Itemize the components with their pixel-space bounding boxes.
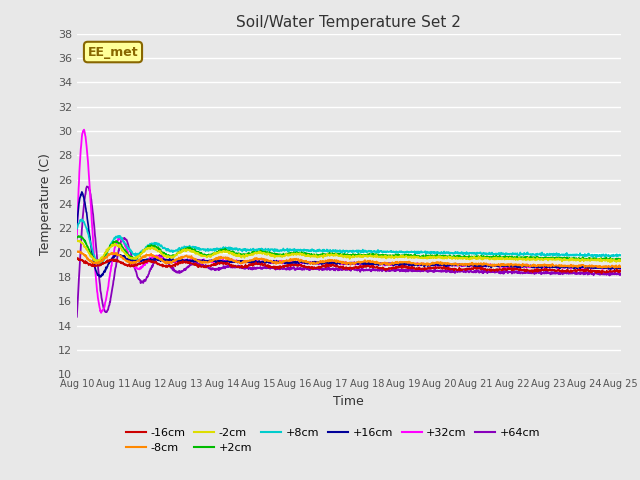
-16cm [115,259,123,265]
+64cm [83,183,91,189]
-8cm [316,260,323,265]
+32cm [326,260,333,266]
+8cm [73,225,81,231]
+2cm [383,252,391,258]
-16cm [383,266,390,272]
+16cm [617,264,625,270]
Line: -8cm: -8cm [77,252,621,268]
+16cm [383,262,391,267]
+32cm [116,236,124,242]
+8cm [116,234,124,240]
+16cm [326,260,333,266]
Line: +16cm: +16cm [77,192,621,277]
-8cm [304,259,312,264]
+64cm [316,267,323,273]
+64cm [617,271,625,277]
+32cm [138,264,146,269]
Y-axis label: Temperature (C): Temperature (C) [39,153,52,255]
+16cm [78,189,86,195]
Line: +8cm: +8cm [77,219,621,265]
-8cm [325,257,333,263]
-16cm [316,265,323,271]
+8cm [138,250,146,255]
+8cm [305,247,312,253]
-2cm [606,259,614,265]
+16cm [116,252,124,258]
+32cm [305,260,312,266]
+64cm [383,268,390,274]
-16cm [74,255,82,261]
+32cm [383,261,391,267]
-2cm [315,254,323,260]
-16cm [138,261,145,266]
-16cm [325,262,333,268]
+32cm [97,310,105,316]
-2cm [617,258,625,264]
+2cm [94,260,102,266]
Legend: -16cm, -8cm, -2cm, +2cm, +8cm, +16cm, +32cm, +64cm: -16cm, -8cm, -2cm, +2cm, +8cm, +16cm, +3… [126,428,540,453]
+2cm [305,252,312,258]
+2cm [116,241,124,247]
+32cm [80,127,88,132]
-2cm [115,244,123,250]
-8cm [115,252,123,257]
+32cm [617,264,625,270]
+16cm [73,226,81,231]
+2cm [75,233,83,239]
Line: -2cm: -2cm [77,240,621,262]
+8cm [326,249,333,254]
-2cm [73,238,81,243]
+2cm [316,252,323,258]
+64cm [73,314,81,320]
+2cm [617,256,625,262]
-8cm [73,249,81,254]
+16cm [138,258,146,264]
+16cm [305,260,312,265]
Title: Soil/Water Temperature Set 2: Soil/Water Temperature Set 2 [236,15,461,30]
+8cm [78,216,86,222]
-8cm [383,262,390,268]
+2cm [138,251,146,256]
Line: +2cm: +2cm [77,236,621,263]
Line: +64cm: +64cm [77,186,621,317]
X-axis label: Time: Time [333,395,364,408]
+8cm [617,252,625,258]
+64cm [138,279,145,285]
Line: +32cm: +32cm [77,130,621,313]
-2cm [325,252,333,257]
-8cm [611,265,618,271]
+64cm [304,265,312,271]
Text: EE_met: EE_met [88,46,138,59]
+64cm [325,265,333,271]
+8cm [383,248,391,254]
+2cm [73,234,81,240]
-16cm [617,268,625,274]
+64cm [115,244,123,250]
-16cm [304,264,312,270]
-16cm [598,271,605,276]
+8cm [95,262,102,268]
-8cm [617,264,625,269]
+16cm [97,274,104,280]
-2cm [304,252,312,258]
-16cm [73,255,81,261]
-2cm [137,251,145,256]
-2cm [383,256,390,262]
-8cm [75,249,83,254]
+8cm [316,248,323,253]
+16cm [316,261,323,266]
+2cm [326,251,333,257]
+32cm [316,261,323,267]
Line: -16cm: -16cm [77,258,621,274]
+32cm [73,236,81,242]
-8cm [138,254,145,260]
